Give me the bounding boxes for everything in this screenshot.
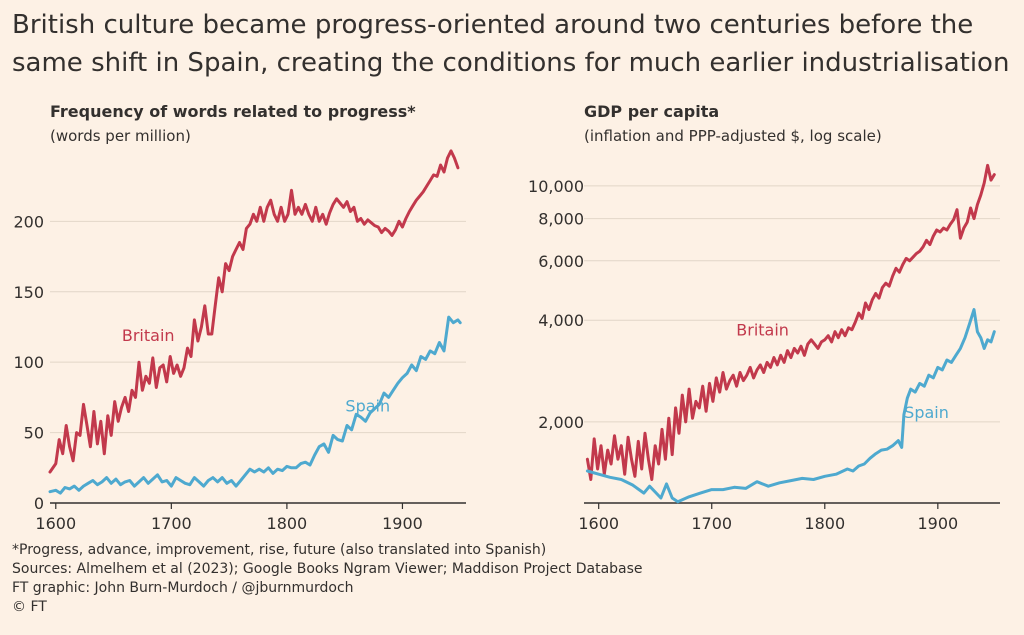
left-label-spain: Spain [345, 396, 390, 415]
left-x-tick-label: 1600 [35, 514, 76, 533]
right-label-britain: Britain [736, 321, 789, 340]
left-x-tick-label: 1900 [382, 514, 423, 533]
right-x-tick-label: 1900 [917, 514, 958, 533]
left-y-tick-label: 100 [13, 353, 44, 372]
right-series-britain-line [585, 163, 996, 481]
right-series-spain-line [585, 308, 996, 504]
headline: British culture became progress-oriented… [12, 10, 1010, 78]
left-series-britain-line [48, 149, 460, 474]
charts-canvas: 0 50 100 150 200 1600 1700 1800 1900 Britain Spain… [13, 149, 1000, 533]
right-x-tick-label: 1800 [804, 514, 845, 533]
left-panel-title: Frequency of words related to progress* [50, 102, 416, 121]
left-y-tick-label: 50 [24, 424, 44, 443]
left-x-tick-label: 1700 [151, 514, 192, 533]
right-x-tick-label: 1700 [691, 514, 732, 533]
right-y-tick-label: 8,000 [538, 210, 584, 229]
left-y-tick-label: 150 [13, 283, 44, 302]
right-y-tick-label: 2,000 [538, 413, 584, 432]
footnote: *Progress, advance, improvement, rise, f… [12, 542, 547, 558]
sources-line: Sources: Almelhem et al (2023); Google B… [12, 561, 643, 577]
left-y-tick-label: 200 [13, 212, 44, 231]
left-x-tick-label: 1800 [267, 514, 308, 533]
right-y-tick-label: 6,000 [538, 252, 584, 271]
left-series-spain-line [48, 315, 462, 495]
left-label-britain: Britain [122, 326, 175, 345]
copyright-line: © FT [12, 599, 47, 615]
left-y-tick-label: 0 [34, 494, 44, 513]
right-panel-subtitle: (inflation and PPP-adjusted $, log scale… [584, 127, 882, 145]
credit-line: FT graphic: John Burn-Murdoch / @jburnmu… [12, 580, 354, 596]
right-y-tick-label: 10,000 [528, 177, 584, 196]
right-label-spain: Spain [904, 403, 949, 422]
footer: *Progress, advance, improvement, rise, f… [12, 541, 643, 617]
right-panel-title: GDP per capita [584, 102, 720, 121]
right-y-tick-label: 4,000 [538, 311, 584, 330]
right-x-tick-label: 1600 [578, 514, 619, 533]
left-panel-subtitle: (words per million) [50, 127, 191, 145]
